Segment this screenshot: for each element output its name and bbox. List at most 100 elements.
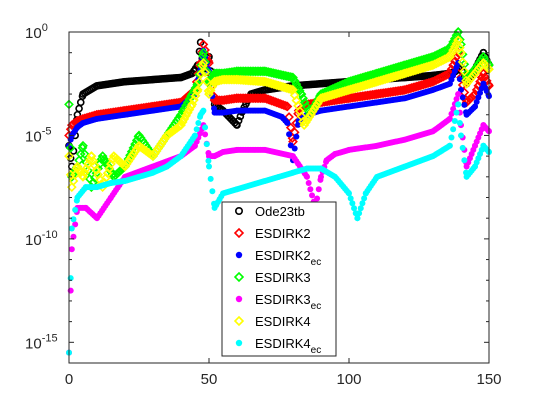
series-esdirk2-ec [66, 47, 492, 164]
x-tick-label: 50 [201, 371, 218, 388]
data-point [475, 94, 482, 101]
legend-marker [235, 339, 243, 347]
data-point [309, 104, 320, 114]
data-point [86, 151, 97, 162]
legend-item: ESDIRK4 [233, 314, 311, 329]
data-point [315, 186, 322, 193]
legend-marker [233, 315, 245, 327]
data-point [478, 68, 489, 79]
data-point [347, 195, 354, 202]
legend-marker [235, 207, 244, 216]
data-point [476, 60, 487, 70]
data-point [425, 61, 436, 71]
data-point [453, 96, 460, 103]
data-point [461, 101, 468, 108]
y-tick-label: 10-5 [25, 125, 51, 145]
y-tick-label: 100 [25, 22, 48, 42]
data-point [480, 72, 490, 82]
data-point [354, 215, 361, 222]
data-point [307, 186, 314, 193]
data-point [72, 221, 79, 228]
data-point [451, 117, 458, 124]
data-point [193, 126, 200, 133]
data-point [209, 188, 216, 195]
data-point [300, 117, 311, 128]
data-point [455, 101, 462, 108]
data-point [196, 68, 207, 79]
data-point [285, 84, 296, 94]
legend-label: ESDIRK3ec [255, 292, 321, 312]
data-point [93, 169, 104, 180]
data-point [306, 109, 316, 120]
data-point [70, 233, 77, 240]
data-point [88, 155, 98, 166]
legend-label: ESDIRK4ec [255, 336, 321, 356]
data-point [293, 82, 303, 93]
legend-marker [233, 227, 245, 239]
data-point [450, 126, 457, 133]
data-point [286, 131, 293, 138]
data-point [307, 106, 318, 117]
data-point [299, 97, 310, 108]
data-point [97, 151, 108, 162]
legend-marker [235, 251, 243, 259]
y-tick-label: 10-10 [25, 229, 58, 249]
data-point [207, 175, 214, 182]
data-point [70, 216, 77, 223]
data-point [101, 157, 111, 168]
data-point [89, 160, 100, 171]
data-point [68, 246, 75, 253]
data-point [79, 149, 90, 159]
data-point [192, 132, 198, 139]
data-point [461, 75, 471, 86]
data-point [477, 89, 484, 96]
data-point [472, 103, 478, 110]
data-point [233, 121, 241, 129]
data-point [458, 132, 464, 139]
data-point [284, 120, 291, 127]
data-point [312, 98, 323, 109]
data-point [346, 190, 352, 197]
data-point [425, 77, 436, 88]
data-point [291, 79, 302, 90]
data-point [298, 93, 308, 104]
data-point [351, 205, 358, 212]
x-tick-label: 100 [336, 371, 361, 388]
data-point [298, 116, 308, 127]
data-point [305, 180, 312, 187]
data-point [72, 206, 79, 213]
data-point [456, 47, 466, 58]
data-point [309, 192, 316, 199]
data-point [455, 91, 462, 98]
data-point [457, 57, 468, 67]
data-point [299, 120, 310, 130]
data-point [361, 195, 368, 202]
data-point [91, 165, 102, 175]
x-tick-label: 150 [476, 371, 501, 388]
data-point [78, 140, 88, 151]
legend-marker [233, 271, 245, 283]
legend-label: ESDIRK2ec [255, 248, 321, 268]
data-point [304, 112, 315, 122]
data-point [304, 173, 310, 180]
data-point [356, 210, 363, 217]
data-point [296, 89, 307, 99]
data-point [359, 200, 366, 207]
data-point [456, 120, 463, 127]
axes: 0 50 100 150 10-15 10-10 10-5 100 [25, 22, 502, 388]
data-point [206, 163, 212, 170]
data-point [74, 164, 84, 175]
data-point [198, 58, 209, 68]
data-point [446, 142, 453, 149]
legend-item: Ode23tb [235, 204, 305, 219]
legend-label: ESDIRK2 [255, 226, 311, 241]
data-point [357, 205, 364, 212]
data-point [194, 76, 205, 87]
data-point [203, 141, 210, 148]
data-point [314, 195, 321, 202]
data-point [459, 144, 466, 151]
data-point [459, 94, 466, 101]
legend-item: ESDIRK3 [233, 270, 311, 285]
data-point [72, 161, 83, 172]
